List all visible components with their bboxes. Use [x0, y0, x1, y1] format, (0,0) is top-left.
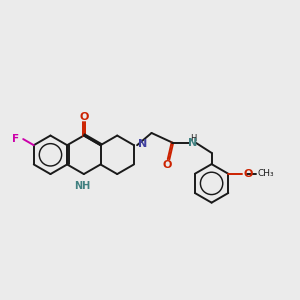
Text: NH: NH [74, 181, 91, 191]
Text: N: N [188, 138, 197, 148]
Text: CH₃: CH₃ [258, 169, 274, 178]
Text: O: O [79, 112, 88, 122]
Text: O: O [243, 169, 252, 179]
Text: N: N [138, 139, 148, 148]
Text: O: O [162, 160, 172, 170]
Text: F: F [12, 134, 19, 144]
Text: H: H [190, 134, 197, 142]
